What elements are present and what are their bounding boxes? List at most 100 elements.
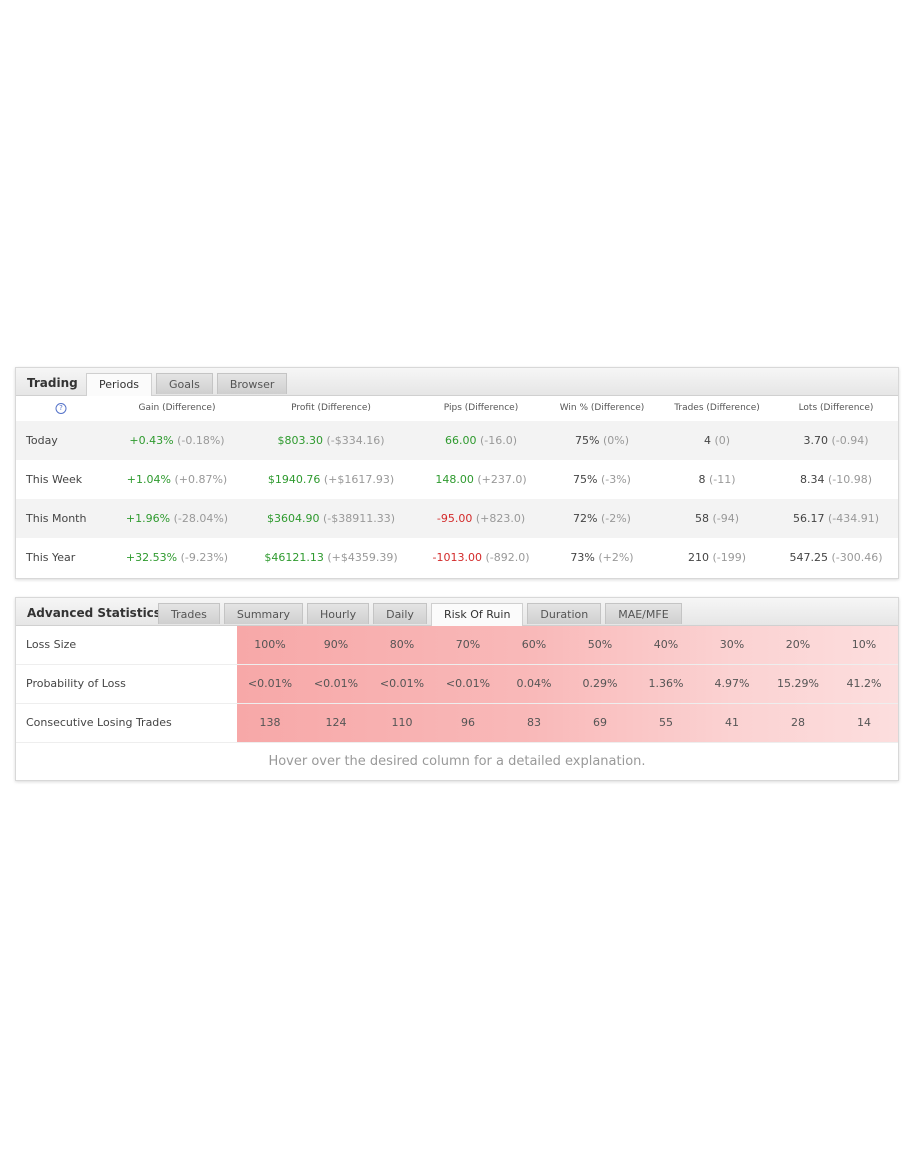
win-cell: 75% (-3%) — [573, 460, 631, 499]
lots-value: 547.25 — [789, 551, 828, 564]
risk-value-cell[interactable]: 70% — [455, 638, 481, 651]
trading-panel: Trading Periods Goals Browser ? Gain (Di… — [15, 367, 899, 579]
tab-risk-of-ruin[interactable]: Risk Of Ruin — [430, 603, 524, 626]
risk-value-cell[interactable]: 28 — [791, 716, 805, 729]
win-value: 75% — [575, 434, 600, 447]
pips-cell: -95.00 (+823.0) — [437, 499, 525, 538]
tab-periods[interactable]: Periods — [86, 373, 153, 396]
pips-diff: (-892.0) — [485, 551, 530, 564]
pips-cell: 66.00 (-16.0) — [445, 421, 517, 460]
lots-diff: (-10.98) — [827, 473, 873, 486]
risk-value-cell[interactable]: 0.04% — [516, 677, 552, 690]
pips-value: 66.00 — [444, 434, 477, 447]
risk-value-cell[interactable]: 60% — [521, 638, 547, 651]
risk-value-cell[interactable]: 15.29% — [777, 677, 819, 690]
risk-value-cell[interactable]: 83 — [527, 716, 541, 729]
risk-value-cell[interactable]: <0.01% — [247, 677, 293, 690]
gain-value: +1.96% — [125, 512, 171, 525]
gain-cell: +1.04% (+0.87%) — [127, 460, 227, 499]
header-lots: Lots (Difference) — [798, 403, 874, 413]
tab-hourly[interactable]: Hourly — [307, 603, 370, 624]
risk-value-cell[interactable]: 20% — [785, 638, 811, 651]
risk-value-cell[interactable]: 10% — [851, 638, 877, 651]
lots-cell: 56.17 (-434.91) — [793, 499, 879, 538]
profit-value: $3604.90 — [266, 512, 320, 525]
row-label: This Week — [26, 473, 83, 486]
row-label: Loss Size — [26, 638, 77, 651]
help-icon[interactable]: ? — [55, 403, 67, 414]
risk-value-cell[interactable]: 124 — [325, 716, 347, 729]
lots-value: 3.70 — [803, 434, 828, 447]
tab-duration[interactable]: Duration — [527, 603, 602, 624]
header-trades: Trades (Difference) — [674, 403, 760, 413]
tab-mae-mfe[interactable]: MAE/MFE — [605, 603, 682, 624]
win-value: 75% — [573, 473, 598, 486]
gain-value: +1.04% — [126, 473, 171, 486]
trading-table-header: ? Gain (Difference) Profit (Difference) … — [16, 396, 898, 421]
lots-cell: 8.34 (-10.98) — [800, 460, 872, 499]
risk-value-cell[interactable]: 30% — [719, 638, 745, 651]
header-profit: Profit (Difference) — [291, 403, 371, 413]
risk-value-cell[interactable]: 110 — [391, 716, 413, 729]
risk-value-cell[interactable]: 50% — [587, 638, 613, 651]
tab-trades[interactable]: Trades — [158, 603, 220, 624]
win-value: 72% — [573, 512, 598, 525]
risk-value-cell[interactable]: 96 — [461, 716, 475, 729]
table-row: This Week +1.04% (+0.87%) $1940.76 (+$16… — [16, 460, 898, 499]
gain-value: +0.43% — [129, 434, 174, 447]
pips-cell: -1013.00 (-892.0) — [432, 538, 529, 577]
advanced-tabs: Trades Summary Hourly Daily Risk Of Ruin… — [158, 603, 682, 626]
lots-diff: (-434.91) — [827, 512, 880, 525]
trades-value: 58 — [694, 512, 709, 525]
table-row: This Year +32.53% (-9.23%) $46121.13 (+$… — [16, 538, 898, 577]
row-label: Consecutive Losing Trades — [26, 716, 172, 729]
tab-summary[interactable]: Summary — [223, 603, 304, 624]
risk-value-cell[interactable]: 41.2% — [846, 677, 882, 690]
risk-value-cell[interactable]: 69 — [593, 716, 607, 729]
gain-diff: (-0.18%) — [177, 434, 225, 447]
risk-value-cell[interactable]: 14 — [857, 716, 871, 729]
risk-value-cell[interactable]: <0.01% — [379, 677, 425, 690]
risk-value-cell[interactable]: 100% — [254, 638, 286, 651]
risk-value-cell[interactable]: 40% — [653, 638, 679, 651]
header-pips: Pips (Difference) — [443, 403, 519, 413]
risk-value-cell[interactable]: 4.97% — [714, 677, 750, 690]
table-row: This Month +1.96% (-28.04%) $3604.90 (-$… — [16, 499, 898, 538]
table-row: Today +0.43% (-0.18%) $803.30 (-$334.16)… — [16, 421, 898, 460]
win-cell: 73% (+2%) — [570, 538, 633, 577]
profit-cell: $46121.13 (+$4359.39) — [264, 538, 397, 577]
risk-value-cell[interactable]: 90% — [323, 638, 349, 651]
pips-diff: (+237.0) — [477, 473, 527, 486]
trades-cell: 8 (-11) — [698, 460, 735, 499]
risk-value-cell[interactable]: 0.29% — [582, 677, 618, 690]
table-row: Consecutive Losing Trades 138 124 110 96 83 6… — [16, 704, 898, 743]
risk-value-cell[interactable]: 41 — [725, 716, 739, 729]
risk-value-cell[interactable]: 1.36% — [648, 677, 684, 690]
profit-value: $46121.13 — [264, 551, 324, 564]
win-diff: (-3%) — [600, 473, 631, 486]
profit-diff: (-$38911.33) — [322, 512, 396, 525]
lots-diff: (-300.46) — [831, 551, 883, 564]
gain-cell: +1.96% (-28.04%) — [126, 499, 228, 538]
advanced-title: Advanced Statistics — [27, 606, 161, 620]
trades-diff: (-94) — [712, 512, 740, 525]
tab-daily[interactable]: Daily — [373, 603, 427, 624]
advanced-statistics-panel: Advanced Statistics Trades Summary Hourl… — [15, 597, 899, 781]
risk-value-cell[interactable]: 55 — [659, 716, 673, 729]
gain-diff: (+0.87%) — [174, 473, 228, 486]
table-row: Loss Size 100% 90% 80% 70% 60% 50% 40% 30% 20% 10… — [16, 626, 898, 665]
help-icon-cell[interactable]: ? — [55, 396, 67, 421]
trading-header: Trading Periods Goals Browser — [16, 368, 898, 396]
tab-browser[interactable]: Browser — [216, 373, 288, 394]
profit-cell: $3604.90 (-$38911.33) — [267, 499, 395, 538]
tab-goals[interactable]: Goals — [156, 373, 213, 394]
gain-value: +32.53% — [125, 551, 178, 564]
trades-cell: 58 (-94) — [695, 499, 739, 538]
risk-value-cell[interactable]: <0.01% — [313, 677, 359, 690]
pips-diff: (-16.0) — [479, 434, 518, 447]
risk-value-cell[interactable]: <0.01% — [445, 677, 491, 690]
trades-value: 210 — [687, 551, 709, 564]
lots-cell: 547.25 (-300.46) — [789, 538, 882, 577]
risk-value-cell[interactable]: 138 — [259, 716, 281, 729]
risk-value-cell[interactable]: 80% — [389, 638, 415, 651]
